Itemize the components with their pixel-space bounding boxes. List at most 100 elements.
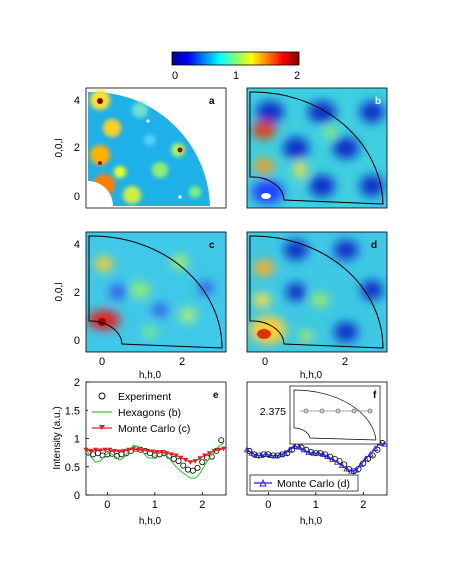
panel-d-xlabel: h,h,0 [300,370,323,381]
panel-f-point-monte-carlo-d [248,449,256,456]
panel-b: b [246,87,388,209]
panel-a-ytick-0: 0 [74,191,80,203]
panel-e-xtick-label: 0 [104,499,110,511]
panel-e-ytick-label: 0 [74,490,80,502]
panel-e-point-experiment [208,453,215,460]
panel-c-ylabel: 0,0,l [54,283,65,302]
panel-f-point-monte-carlo-d [262,450,270,457]
panel-c-outline [88,235,223,349]
colorbar-tick-1: 1 [233,70,239,82]
panel-f-point-experiment [369,452,376,459]
panel-f-point-monte-carlo-d [343,465,350,472]
panel-f-point-monte-carlo-d [314,449,322,456]
panel-e-point-monte-carlo-c [173,453,179,459]
colorbar: 0 1 2 [171,51,300,82]
panel-f-point-monte-carlo-d [319,450,327,457]
panel-e-point-monte-carlo-c [206,451,212,456]
panel-e-point-experiment [189,467,196,474]
panel-e-series-hexagons-b-line [85,442,224,479]
panel-f-point-monte-carlo-d [295,443,303,450]
panel-e-legend: Experiment Hexagons (b) Monte Carlo (c) [88,386,190,438]
panel-f-frame [246,381,388,496]
panel-e-point-monte-carlo-c [197,456,203,461]
panel-b-texture [252,101,384,204]
panel-c-xlabel: h,h,0 [139,370,162,381]
colorbar-gradient [171,51,300,66]
panel-f-point-monte-carlo-d [243,446,251,453]
panel-e-point-monte-carlo-c [168,452,175,457]
panel-e-point-monte-carlo-c [135,447,141,453]
panel-e-point-monte-carlo-c [211,448,217,454]
panel-f-point-monte-carlo-d [286,446,293,453]
panel-e-point-experiment [104,451,111,458]
panel-e-point-monte-carlo-c [92,447,99,453]
panel-e-point-monte-carlo-c [145,448,151,454]
panel-c: c 4 2 0 0 2 h,h,0 0,0,l [54,231,227,381]
panel-e-xlabel: h,h,0 [139,516,162,527]
panel-a-label: a [209,96,215,107]
panel-e-point-experiment [109,450,116,457]
panel-e-point-monte-carlo-c [111,448,118,454]
panel-e-point-monte-carlo-c [187,460,194,465]
panel-f-point-monte-carlo-d [310,449,317,456]
panel-f-xlabel: h,h,0 [300,516,323,527]
panel-f-point-monte-carlo-d [338,462,346,469]
panel-e-point-monte-carlo-c [202,453,208,459]
panel-e-point-monte-carlo-c [116,449,122,455]
panel-e-ytick-label: 1 [74,434,80,446]
panel-c-ytick-2: 2 [74,287,80,299]
panel-e-point-monte-carlo-c [97,448,103,453]
panel-d: d 0 2 h,h,0 [246,231,388,381]
panel-f-point-monte-carlo-d [291,442,298,449]
panel-e-point-monte-carlo-c [121,448,127,454]
legend-monte-carlo-c: Monte Carlo (c) [118,423,190,435]
panel-f-point-monte-carlo-d [329,455,336,462]
panel-f-point-monte-carlo-d [348,467,355,474]
panel-f-point-monte-carlo-d [352,466,360,473]
panel-e-xtick-label: 1 [152,499,158,511]
panel-e-point-monte-carlo-c [178,455,184,461]
panel-e-point-experiment [175,458,182,465]
panel-e-point-monte-carlo-c [102,447,108,453]
panel-f-point-monte-carlo-d [253,452,260,458]
panel-e-point-monte-carlo-c [107,447,113,453]
panel-f-xtick-label: 2 [360,499,366,511]
panel-f-label: f [373,390,377,401]
panel-e-ytick-label: 2 [74,377,80,389]
panel-e-ytick-label: 0.5 [65,462,80,474]
legend-experiment: Experiment [118,391,171,403]
panel-e-series-monte-carlo-c-line [85,448,224,463]
panel-e-xtick-label: 2 [199,499,205,511]
panel-e-point-monte-carlo-c [154,450,160,455]
panel-d-xtick-2: 2 [342,356,348,368]
panel-a-ylabel: 0,0,l [54,139,65,158]
panel-f-inset: 2.375 [260,385,381,445]
panel-f-point-monte-carlo-d [371,445,379,452]
legend-hexagons: Hexagons (b) [118,407,181,419]
panel-e-point-monte-carlo-c [149,449,156,455]
panel-f-point-monte-carlo-d [381,440,388,447]
panel-a-ytick-2: 2 [74,142,80,154]
panel-f: 0 1 2 2.375 Monte Carlo (d) f h,h,0 [243,381,388,527]
panel-e-point-experiment [218,437,225,444]
legend-monte-carlo-d: Monte Carlo (d) [277,478,350,490]
panel-b-label: b [375,96,381,107]
panel-e-point-monte-carlo-c [183,457,189,463]
panel-f-point-monte-carlo-d [272,452,279,459]
panel-e-ytick-label: 1.5 [65,405,80,417]
panel-e-point-monte-carlo-c [83,447,89,453]
panel-f-point-monte-carlo-d [324,453,331,459]
panel-e-point-experiment [180,462,187,469]
panel-d-label: d [371,240,377,251]
panel-c-ytick-4: 4 [74,239,80,251]
panel-f-point-monte-carlo-d [367,450,374,457]
panel-b-outline [249,91,384,205]
panel-e-point-monte-carlo-c [192,459,198,464]
colorbar-tick-2: 2 [294,70,300,82]
panel-f-point-experiment [374,446,381,453]
panel-e-point-monte-carlo-c [130,447,137,452]
panel-f-point-monte-carlo-d [362,455,369,462]
panel-a: a 4 2 0 0,0,l [54,87,227,209]
panel-e-point-monte-carlo-c [216,447,222,453]
